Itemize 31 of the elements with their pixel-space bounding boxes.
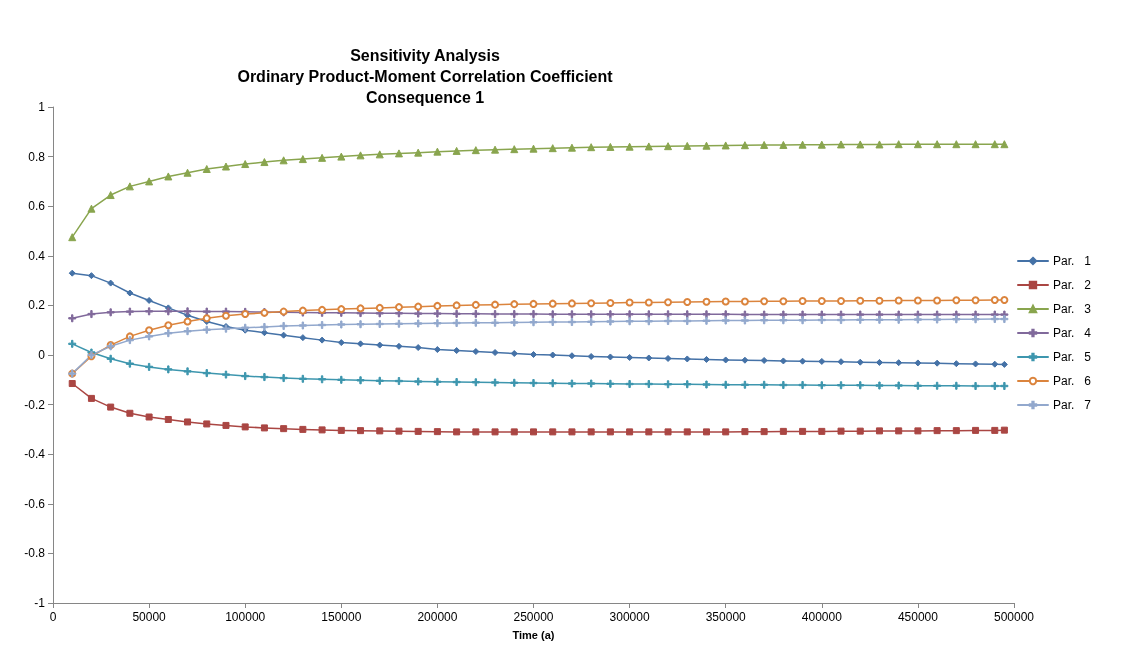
y-tick-label: 0.2 (28, 298, 46, 313)
y-tick-label: -0.6 (24, 496, 46, 511)
x-tick-label: 300000 (609, 610, 650, 624)
y-tick-label: 0 (38, 348, 46, 362)
legend-label: Par. 3 (1052, 302, 1092, 316)
y-tick-label: -0.8 (24, 546, 46, 561)
chart-title: Sensitivity Analysis Ordinary Product-Moment Correlation Coefficient Consequence 1 (237, 47, 614, 106)
x-tick-label: 50000 (132, 610, 167, 624)
y-tick-label: -0.2 (24, 397, 46, 412)
x-axis-title: Time (a) (512, 628, 555, 641)
x-tick-label: 400000 (801, 610, 843, 624)
x-tick-label: 100000 (225, 610, 266, 624)
x-tick-label: 350000 (705, 610, 747, 624)
legend-label: Par. 1 (1052, 254, 1092, 268)
y-tick-label: 0.8 (28, 149, 46, 164)
y-tick-label: -1 (34, 596, 46, 610)
y-tick-label: 0.6 (28, 199, 46, 214)
legend-label: Par. 7 (1052, 398, 1092, 412)
legend-label: Par. 4 (1052, 326, 1092, 340)
legend-label: Par. 5 (1052, 350, 1092, 364)
x-tick-label: 450000 (897, 610, 939, 624)
x-tick-label: 500000 (993, 610, 1035, 624)
x-tick-label: 0 (49, 610, 57, 624)
legend-label: Par. 2 (1052, 278, 1092, 292)
legend-label: Par. 6 (1052, 374, 1092, 388)
y-tick-label: -0.4 (24, 447, 46, 462)
y-tick-label: 1 (38, 100, 46, 114)
x-tick-label: 200000 (417, 610, 458, 624)
x-tick-label: 250000 (513, 610, 554, 624)
y-tick-label: 0.4 (28, 248, 46, 263)
x-tick-label: 150000 (321, 610, 362, 624)
